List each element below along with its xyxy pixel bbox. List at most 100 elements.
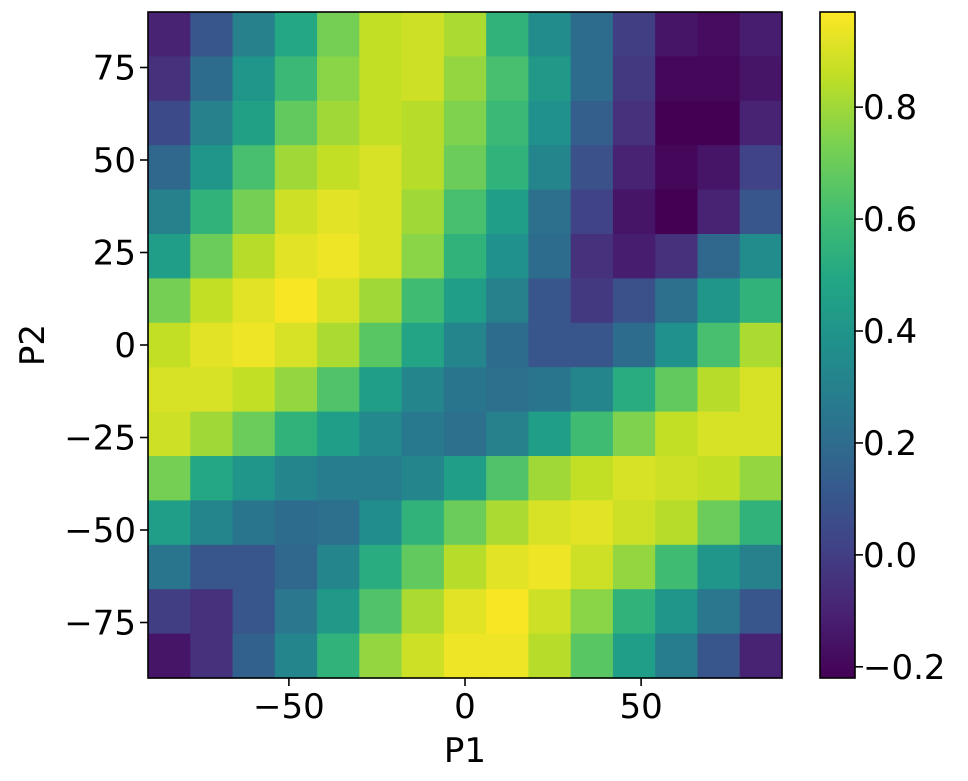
heatmap-cell <box>697 234 741 279</box>
x-axis-label: P1 <box>444 731 486 771</box>
y-tick-label: 25 <box>93 234 136 274</box>
heatmap-cell <box>570 544 614 590</box>
heatmap-cell <box>697 322 741 368</box>
x-tick-label: −50 <box>253 687 325 727</box>
heatmap-cell <box>739 456 783 501</box>
colorbar-tick-label: 0.0 <box>863 536 917 576</box>
heatmap-cell <box>486 589 529 635</box>
heatmap-cell <box>443 234 487 279</box>
heatmap-cell <box>486 633 529 679</box>
y-axis-label: P2 <box>13 324 53 366</box>
heatmap-cell <box>232 367 276 413</box>
heatmap-cell <box>359 12 403 57</box>
heatmap-cell <box>612 278 656 324</box>
heatmap-cell <box>612 322 656 368</box>
x-tick-label: 50 <box>619 687 662 727</box>
heatmap-cell <box>148 589 191 635</box>
heatmap-cell <box>486 56 529 102</box>
heatmap-cell <box>359 322 403 368</box>
heatmap-cell <box>697 367 741 413</box>
heatmap-cell <box>528 411 572 457</box>
heatmap-cell <box>739 322 783 368</box>
heatmap-cell <box>739 12 783 57</box>
heatmap-cell <box>317 544 360 590</box>
heatmap-cell <box>486 367 529 413</box>
heatmap-cell <box>570 12 614 57</box>
heatmap-cell <box>443 633 487 679</box>
heatmap-cell <box>359 145 403 191</box>
heatmap-cell <box>697 100 741 146</box>
heatmap-cell <box>190 278 234 324</box>
heatmap-cell <box>190 145 234 191</box>
y-axis-ticks: −75 −50 −25 0 25 50 75 <box>64 49 148 644</box>
heatmap-cell <box>443 589 487 635</box>
heatmap-cell <box>190 456 234 501</box>
colorbar-ticks: −0.2 0.0 0.2 0.4 0.6 0.8 <box>855 88 946 688</box>
heatmap-cell <box>359 56 403 102</box>
y-tick-label: −75 <box>64 604 136 644</box>
heatmap-cell <box>739 589 783 635</box>
heatmap-cell <box>317 456 360 501</box>
colorbar <box>819 11 856 679</box>
heatmap-cell <box>274 633 318 679</box>
heatmap-cell <box>486 500 529 546</box>
heatmap-cell <box>232 278 276 324</box>
colorbar-tick-label: −0.2 <box>863 648 946 688</box>
heatmap-cell <box>274 234 318 279</box>
heatmap-cell <box>612 100 656 146</box>
heatmap-cell <box>486 189 529 235</box>
heatmap-cell <box>486 544 529 590</box>
heatmap-cell <box>697 12 741 57</box>
heatmap-cell <box>359 367 403 413</box>
heatmap-cell <box>528 589 572 635</box>
heatmap-cell <box>697 544 741 590</box>
heatmap-cell <box>148 234 191 279</box>
heatmap-cell <box>655 145 699 191</box>
heatmap-cell <box>148 544 191 590</box>
heatmap-cell <box>401 189 445 235</box>
heatmap-cell <box>190 12 234 57</box>
heatmap-cell <box>612 411 656 457</box>
heatmap-cell <box>443 367 487 413</box>
heatmap-cell <box>612 456 656 501</box>
heatmap-cell <box>486 411 529 457</box>
heatmap-cell <box>190 500 234 546</box>
heatmap-cell <box>697 278 741 324</box>
heatmap-cell <box>317 234 360 279</box>
heatmap-cell <box>274 12 318 57</box>
heatmap-cell <box>697 589 741 635</box>
heatmap-cell <box>443 189 487 235</box>
heatmap-cell <box>401 411 445 457</box>
heatmap-cell <box>317 633 360 679</box>
heatmap-cell <box>401 589 445 635</box>
heatmap-cell <box>697 633 741 679</box>
heatmap-cell <box>401 145 445 191</box>
heatmap-cell <box>148 56 191 102</box>
heatmap-cell <box>612 145 656 191</box>
heatmap-cell <box>274 322 318 368</box>
x-axis-ticks: −50 0 50 <box>253 678 663 727</box>
heatmap-cell <box>232 189 276 235</box>
heatmap-cell <box>359 589 403 635</box>
heatmap-cell <box>697 456 741 501</box>
heatmap-cell <box>528 56 572 102</box>
heatmap-cell <box>317 367 360 413</box>
heatmap-cell <box>443 411 487 457</box>
heatmap-cell <box>359 633 403 679</box>
heatmap-cell <box>570 100 614 146</box>
heatmap-cell <box>528 322 572 368</box>
heatmap-cell <box>612 56 656 102</box>
heatmap-cell <box>274 56 318 102</box>
heatmap-cell <box>359 234 403 279</box>
heatmap-cell <box>232 589 276 635</box>
heatmap-cell <box>528 500 572 546</box>
heatmap-cell <box>570 411 614 457</box>
heatmap-cell <box>274 367 318 413</box>
heatmap-cell <box>612 589 656 635</box>
heatmap-cell <box>443 278 487 324</box>
heatmap-cell <box>359 500 403 546</box>
heatmap-cell <box>317 500 360 546</box>
heatmap-cell <box>359 411 403 457</box>
heatmap-cell <box>232 56 276 102</box>
heatmap-cell <box>232 234 276 279</box>
